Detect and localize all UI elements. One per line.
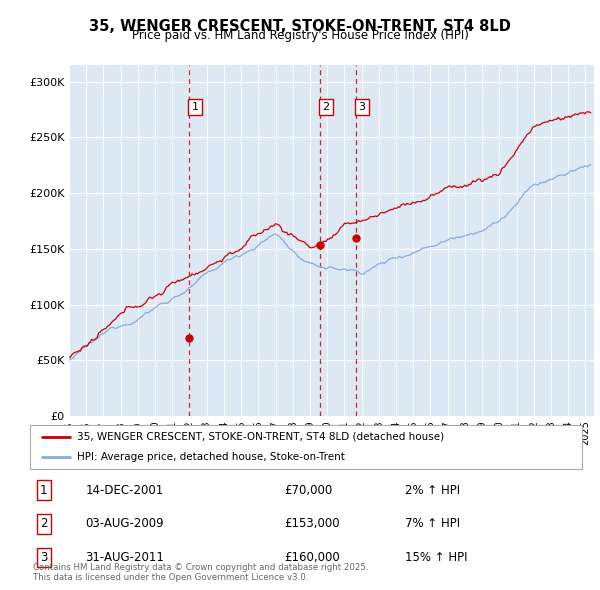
- Text: 2% ↑ HPI: 2% ↑ HPI: [406, 484, 460, 497]
- Text: 1: 1: [191, 102, 199, 112]
- Text: Price paid vs. HM Land Registry's House Price Index (HPI): Price paid vs. HM Land Registry's House …: [131, 30, 469, 42]
- Text: HPI: Average price, detached house, Stoke-on-Trent: HPI: Average price, detached house, Stok…: [77, 452, 345, 462]
- Text: 35, WENGER CRESCENT, STOKE-ON-TRENT, ST4 8LD: 35, WENGER CRESCENT, STOKE-ON-TRENT, ST4…: [89, 19, 511, 34]
- Text: 2: 2: [40, 517, 47, 530]
- Text: 1: 1: [40, 484, 47, 497]
- Text: £160,000: £160,000: [284, 551, 340, 564]
- Text: £70,000: £70,000: [284, 484, 332, 497]
- Text: 35, WENGER CRESCENT, STOKE-ON-TRENT, ST4 8LD (detached house): 35, WENGER CRESCENT, STOKE-ON-TRENT, ST4…: [77, 432, 444, 442]
- Text: £153,000: £153,000: [284, 517, 340, 530]
- Text: 3: 3: [358, 102, 365, 112]
- Text: 3: 3: [40, 551, 47, 564]
- Text: 31-AUG-2011: 31-AUG-2011: [85, 551, 164, 564]
- Text: 7% ↑ HPI: 7% ↑ HPI: [406, 517, 460, 530]
- Text: Contains HM Land Registry data © Crown copyright and database right 2025.
This d: Contains HM Land Registry data © Crown c…: [33, 563, 368, 582]
- Text: 2: 2: [323, 102, 329, 112]
- Text: 03-AUG-2009: 03-AUG-2009: [85, 517, 164, 530]
- Text: 15% ↑ HPI: 15% ↑ HPI: [406, 551, 468, 564]
- Text: 14-DEC-2001: 14-DEC-2001: [85, 484, 163, 497]
